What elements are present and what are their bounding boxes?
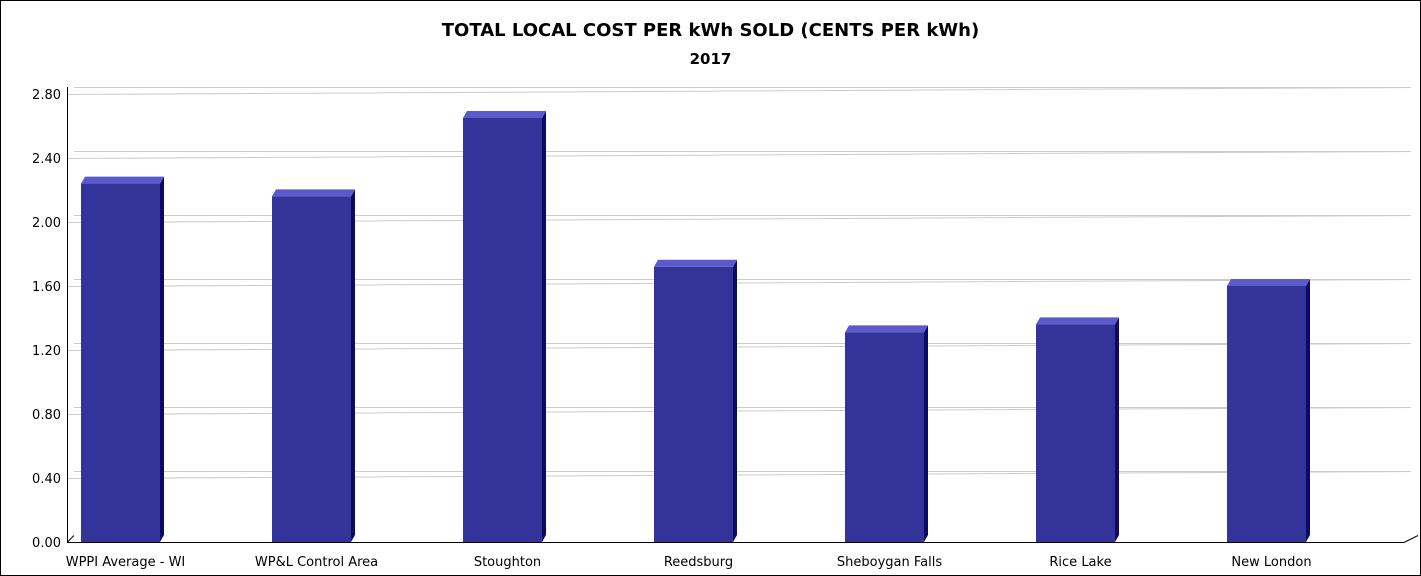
x-tick-label: Stoughton [474, 555, 541, 570]
bar [463, 118, 542, 542]
chart-title: TOTAL LOCAL COST PER kWh SOLD (CENTS PER… [441, 20, 980, 41]
bar-top [1227, 279, 1310, 286]
x-tick-label: Reedsburg [664, 555, 733, 570]
gridline [66, 151, 1412, 159]
gridline [66, 87, 1412, 95]
x-tick-label: New London [1231, 555, 1311, 570]
bar-side [160, 176, 164, 542]
bar-top [1036, 317, 1119, 325]
bar [1036, 324, 1115, 542]
bar-top [463, 111, 546, 118]
bar [1227, 286, 1306, 542]
x-tick-label: Sheboygan Falls [837, 555, 942, 570]
y-tick-label: 2.40 [32, 152, 61, 167]
x-axis-depth-line [1403, 535, 1419, 543]
y-tick-label: 2.00 [32, 216, 61, 231]
bar-side [1115, 317, 1119, 542]
bar-top [81, 176, 164, 184]
x-tick-label: Rice Lake [1049, 555, 1111, 570]
y-tick-label: 1.60 [32, 280, 61, 295]
gridline [66, 407, 1412, 415]
label-layer: 0.00 0.40 0.80 1.20 1.60 2.00 2.40 2.80 WPPI Ave… [32, 88, 1312, 570]
y-tick-label: 1.20 [32, 344, 61, 359]
y-tick-label: 0.80 [32, 408, 61, 423]
y-tick-label: 2.80 [32, 88, 61, 103]
x-tick-label: WP&L Control Area [255, 555, 378, 570]
grid-layer [66, 87, 1412, 479]
axis-corner-line [66, 535, 75, 543]
bar-top [654, 259, 737, 267]
bar-side [1306, 279, 1310, 542]
bar [845, 332, 924, 542]
bar-top [272, 189, 355, 197]
y-tick-label: 0.40 [32, 472, 61, 487]
gridline [66, 215, 1412, 223]
bar-side [351, 189, 355, 542]
bar [81, 183, 160, 542]
gridline [66, 279, 1412, 287]
bar [654, 266, 733, 542]
chart-subtitle: 2017 [689, 50, 732, 68]
bar-side [924, 325, 928, 542]
x-tick-label: WPPI Average - WI [66, 555, 186, 570]
gridline [66, 343, 1412, 351]
bar-side [733, 259, 737, 542]
axis-layer [66, 87, 1419, 543]
gridline [66, 471, 1412, 479]
bar [272, 196, 351, 542]
bar-layer [81, 111, 1310, 542]
bar-top [845, 325, 928, 333]
y-tick-label: 0.00 [32, 536, 61, 551]
bar-side [542, 111, 546, 542]
